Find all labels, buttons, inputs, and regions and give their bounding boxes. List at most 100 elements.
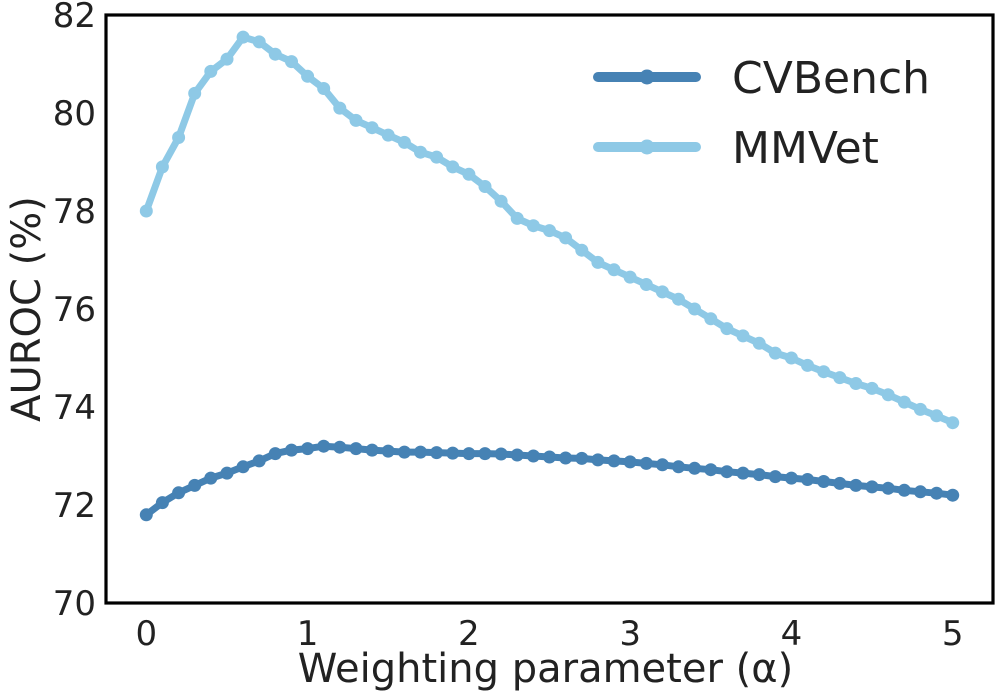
data-point bbox=[704, 312, 718, 326]
y-tick-label: 72 bbox=[53, 486, 96, 526]
data-point bbox=[526, 219, 540, 233]
plot-area bbox=[139, 30, 960, 522]
data-point bbox=[204, 64, 218, 78]
data-point bbox=[543, 450, 556, 464]
data-point bbox=[881, 388, 895, 402]
y-tick-label: 82 bbox=[53, 0, 96, 36]
data-point bbox=[349, 442, 363, 456]
data-point bbox=[639, 456, 653, 470]
data-point bbox=[478, 447, 492, 461]
data-point bbox=[897, 483, 911, 497]
y-tick-label: 80 bbox=[53, 94, 96, 134]
data-point bbox=[559, 451, 573, 465]
data-point bbox=[414, 145, 427, 159]
data-point bbox=[446, 446, 460, 460]
data-point bbox=[397, 135, 411, 149]
data-point bbox=[172, 486, 186, 500]
data-point bbox=[462, 447, 476, 461]
data-point bbox=[865, 381, 879, 395]
data-point bbox=[397, 445, 411, 459]
data-point bbox=[607, 263, 621, 277]
data-point bbox=[526, 449, 540, 463]
data-point bbox=[317, 82, 331, 95]
data-point bbox=[704, 463, 718, 477]
data-point bbox=[220, 466, 234, 480]
data-point bbox=[591, 255, 605, 269]
data-point bbox=[236, 460, 250, 474]
data-point bbox=[494, 447, 508, 461]
data-point bbox=[752, 468, 766, 482]
data-point bbox=[752, 336, 766, 350]
data-point bbox=[623, 455, 637, 469]
data-point bbox=[430, 150, 444, 164]
data-point bbox=[946, 416, 960, 430]
data-point bbox=[285, 443, 298, 457]
data-point bbox=[252, 35, 266, 49]
data-point bbox=[301, 442, 315, 456]
data-point bbox=[285, 55, 298, 69]
data-point bbox=[768, 470, 782, 484]
data-point bbox=[204, 471, 218, 485]
data-point bbox=[301, 69, 315, 83]
data-point bbox=[559, 231, 573, 245]
data-point bbox=[655, 285, 669, 299]
series-cvbench bbox=[139, 439, 960, 522]
data-point bbox=[414, 445, 427, 459]
data-point bbox=[510, 448, 524, 462]
data-point bbox=[784, 471, 798, 485]
data-point bbox=[349, 113, 363, 127]
data-point bbox=[672, 292, 685, 306]
y-tick-label: 70 bbox=[53, 584, 96, 624]
data-point bbox=[833, 371, 847, 385]
y-tick-label: 78 bbox=[53, 192, 96, 232]
data-point bbox=[655, 458, 669, 472]
data-point bbox=[543, 224, 556, 238]
data-point bbox=[623, 270, 637, 284]
data-point bbox=[333, 101, 347, 115]
legend-swatch-marker bbox=[639, 69, 655, 85]
data-point bbox=[607, 454, 621, 468]
data-point bbox=[849, 377, 863, 390]
data-point bbox=[365, 443, 379, 457]
legend-label: CVBench bbox=[732, 53, 930, 104]
data-point bbox=[801, 473, 814, 486]
data-point bbox=[172, 131, 186, 144]
y-tick-label: 76 bbox=[53, 290, 96, 330]
data-point bbox=[688, 302, 702, 316]
data-point bbox=[188, 478, 202, 492]
x-axis-title: Weighting parameter (α) bbox=[298, 646, 793, 692]
plot-frame bbox=[104, 13, 995, 605]
data-point bbox=[252, 454, 266, 468]
data-point bbox=[268, 47, 282, 61]
data-point bbox=[220, 52, 234, 66]
y-axis: 70 72 74 76 78 80 82 bbox=[53, 0, 96, 624]
x-tick-label: 3 bbox=[619, 614, 641, 654]
data-point bbox=[736, 466, 750, 480]
data-point bbox=[946, 488, 960, 502]
data-point bbox=[591, 453, 605, 467]
data-point bbox=[720, 322, 734, 336]
data-point bbox=[333, 440, 347, 454]
data-point bbox=[881, 481, 895, 495]
x-tick-label: 2 bbox=[458, 614, 480, 654]
data-point bbox=[139, 508, 153, 522]
data-point bbox=[639, 278, 653, 291]
data-point bbox=[575, 243, 589, 257]
data-point bbox=[365, 121, 379, 135]
x-axis: 0 1 2 3 4 5 bbox=[135, 614, 963, 654]
data-point bbox=[575, 451, 589, 465]
data-point bbox=[817, 475, 831, 488]
data-point bbox=[801, 358, 814, 372]
data-point bbox=[817, 365, 831, 379]
data-point bbox=[768, 346, 782, 360]
data-point bbox=[317, 439, 331, 453]
series-mmvet bbox=[139, 30, 960, 430]
x-tick-label: 5 bbox=[942, 614, 964, 654]
x-tick-label: 0 bbox=[135, 614, 157, 654]
data-point bbox=[478, 180, 492, 193]
data-point bbox=[381, 128, 395, 142]
data-point bbox=[188, 86, 202, 100]
data-point bbox=[849, 478, 863, 492]
data-point bbox=[381, 444, 395, 458]
